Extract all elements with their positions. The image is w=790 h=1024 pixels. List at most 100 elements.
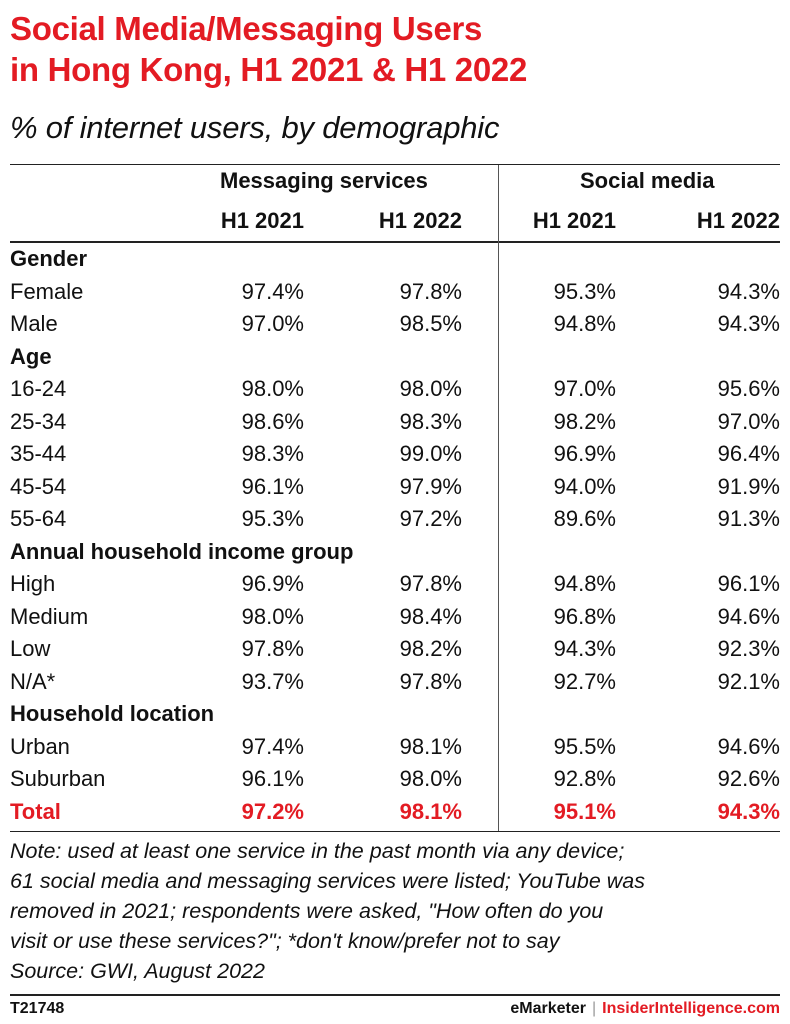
total-row: Total 97.2% 98.1% 95.1% 94.3% [10, 796, 780, 828]
cell-value: 97.4% [241, 733, 304, 759]
cell-value: 95.6% [717, 376, 780, 401]
cell-value: 96.1% [241, 473, 304, 499]
cell-value: 99.0% [399, 441, 462, 466]
note-line: 61 social media and messaging services w… [10, 869, 645, 893]
cell-value: 96.9% [553, 441, 616, 466]
footnote: Note: used at least one service in the p… [10, 836, 780, 986]
table-row: Urban 97.4% 98.1% 95.5% 94.6% [10, 731, 780, 763]
title-line-2: in Hong Kong, H1 2021 & H1 2022 [10, 51, 528, 88]
header-bottom-rule [10, 241, 780, 243]
section-label: Household location [10, 701, 215, 726]
cell-value: 94.0% [553, 473, 616, 499]
cell-value: 98.3% [241, 441, 304, 466]
note-line: removed in 2021; respondents were asked,… [10, 899, 604, 923]
cell-value: 94.3% [553, 636, 616, 661]
row-label: 55-64 [10, 506, 67, 531]
table-row: 55-64 95.3% 97.2% 89.6% 91.3% [10, 503, 780, 535]
cell-value: 97.0% [553, 376, 616, 401]
cell-value: 97.4% [241, 278, 304, 304]
table-bottom-rule [10, 831, 780, 832]
chart-subtitle: % of internet users, by demographic [10, 110, 500, 145]
cell-value: 92.8% [553, 766, 616, 791]
note-line: Note: used at least one service in the p… [10, 839, 625, 863]
table-row: Low 97.8% 98.2% 94.3% 92.3% [10, 633, 780, 665]
note-line: visit or use these services?"; *don't kn… [10, 929, 560, 953]
cell-value: 97.8% [399, 571, 462, 596]
table-row: High 96.9% 97.8% 94.8% 96.1% [10, 568, 780, 600]
row-label: N/A* [10, 668, 56, 694]
cell-value: 97.8% [241, 636, 304, 661]
cell-value: 95.5% [553, 733, 616, 759]
cell-value: 97.2% [241, 798, 304, 824]
col-header-social-2021: H1 2021 [532, 208, 616, 233]
cell-value: 94.8% [553, 311, 616, 336]
footer-rule [10, 994, 780, 996]
cell-value: 93.7% [241, 668, 304, 694]
cell-value: 95.3% [553, 278, 616, 304]
group-divider [498, 165, 499, 831]
col-header-msg-2021: H1 2021 [220, 208, 304, 233]
cell-value: 98.1% [399, 733, 462, 759]
table-row: N/A* 93.7% 97.8% 92.7% 92.1% [10, 666, 780, 698]
cell-value: 94.6% [717, 603, 780, 629]
cell-value: 94.3% [717, 278, 780, 304]
cell-value: 97.0% [241, 311, 304, 336]
cell-value: 97.9% [399, 473, 462, 499]
cell-value: 94.6% [717, 733, 780, 759]
cell-value: 94.3% [717, 311, 780, 336]
cell-value: 98.0% [399, 766, 462, 791]
table-row: 35-44 98.3% 99.0% 96.9% 96.4% [10, 438, 780, 470]
row-label: Female [10, 278, 84, 304]
cell-value: 98.5% [399, 311, 462, 336]
section-label: Age [10, 343, 52, 369]
section-label: Annual household income group [10, 538, 354, 564]
row-label: 45-54 [10, 473, 67, 499]
row-label: Total [10, 798, 61, 824]
cell-value: 92.7% [553, 668, 616, 694]
cell-value: 98.2% [399, 636, 462, 661]
row-label: 35-44 [10, 441, 67, 466]
col-header-msg-2022: H1 2022 [378, 208, 462, 233]
cell-value: 95.1% [553, 798, 616, 824]
title-line-1: Social Media/Messaging Users [10, 10, 483, 47]
col-header-social-2022: H1 2022 [696, 208, 780, 233]
cell-value: 96.8% [553, 603, 616, 629]
cell-value: 96.4% [717, 441, 780, 466]
cell-value: 97.2% [399, 506, 462, 531]
cell-value: 98.6% [241, 408, 304, 434]
footer-brand: eMarketer | InsiderIntelligence.com [510, 1000, 780, 1018]
cell-value: 91.9% [717, 473, 780, 499]
group-header-social: Social media [580, 168, 715, 193]
cell-value: 89.6% [553, 506, 616, 531]
cell-value: 94.8% [553, 571, 616, 596]
table-row: Male 97.0% 98.5% 94.8% 94.3% [10, 308, 780, 340]
cell-value: 94.3% [717, 798, 780, 824]
cell-value: 95.3% [241, 506, 304, 531]
cell-value: 97.8% [399, 668, 462, 694]
cell-value: 98.2% [553, 408, 616, 434]
section-row: Age [10, 341, 780, 373]
row-label: Urban [10, 733, 70, 759]
row-label: Male [10, 311, 58, 336]
row-label: 16-24 [10, 376, 67, 401]
brand-separator: | [592, 1000, 597, 1017]
cell-value: 98.0% [399, 376, 462, 401]
section-row: Gender [10, 243, 780, 275]
cell-value: 97.8% [399, 278, 462, 304]
section-label: Gender [10, 246, 88, 271]
section-row: Annual household income group [10, 536, 780, 568]
table-row: Suburban 96.1% 98.0% 92.8% 92.6% [10, 763, 780, 795]
cell-value: 96.1% [717, 571, 780, 596]
brand-emarketer: eMarketer [510, 1000, 587, 1017]
cell-value: 97.0% [717, 408, 780, 434]
cell-value: 98.4% [399, 603, 462, 629]
chart-id: T21748 [10, 1000, 65, 1017]
row-label: Low [10, 636, 51, 661]
cell-value: 92.6% [717, 766, 780, 791]
table-row: Medium 98.0% 98.4% 96.8% 94.6% [10, 601, 780, 633]
brand-insider-intelligence: InsiderIntelligence.com [602, 1000, 780, 1017]
row-label: Medium [10, 603, 89, 629]
table-top-rule [10, 164, 780, 165]
chart-title: Social Media/Messaging Users in Hong Kon… [10, 8, 780, 90]
row-label: 25-34 [10, 408, 67, 434]
